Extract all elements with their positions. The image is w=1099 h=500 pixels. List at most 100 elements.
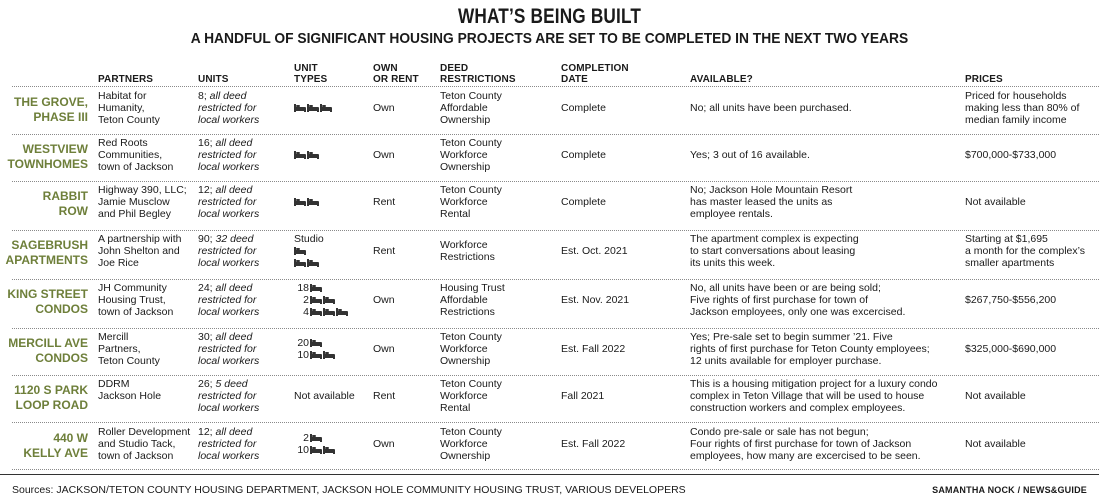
unit-types-cell: 20 10	[294, 337, 336, 361]
project-name-line: CONDOS	[35, 302, 88, 316]
project-name-line: 1120 S PARK	[14, 383, 88, 397]
own-rent-cell: Own	[373, 149, 395, 161]
deed-restrictions-cell-line: Workforce	[440, 149, 488, 162]
deed-restrictions-cell-line: Teton County	[440, 378, 502, 390]
unit-types-cell	[294, 102, 333, 114]
header-unit-types: UNIT TYPES	[294, 63, 327, 85]
available-cell-line: No; all units have been purchased.	[690, 102, 852, 114]
bed-icon	[336, 308, 348, 317]
available-cell-line: employee rentals.	[690, 208, 773, 221]
partners-cell-line: Partners,	[98, 343, 141, 356]
bed-icon	[294, 247, 306, 256]
available-cell-line: No; Jackson Hole Mountain Resort	[690, 184, 853, 196]
partners-cell-line: town of Jackson	[98, 450, 174, 463]
available-cell-line: No, all units have been or are being sol…	[690, 282, 881, 294]
unit-types-cell: 2 10	[294, 432, 336, 456]
deed-restrictions-cell-line: Teton County	[440, 426, 502, 438]
available-cell: No; all units have been purchased.	[690, 102, 852, 114]
project-name-line: TOWNHOMES	[7, 157, 88, 171]
available-cell: Yes; Pre-sale set to begin summer ’21. F…	[690, 331, 930, 368]
project-name: THE GROVE, PHASE III	[0, 95, 88, 125]
partners-cell-line: Teton County	[98, 355, 160, 368]
deed-restrictions-cell-line: Teton County	[440, 331, 502, 343]
page-title: WHAT’S BEING BUILT	[457, 5, 642, 28]
project-name: SAGEBRUSH APARTMENTS	[0, 238, 88, 268]
own-rent-cell: Own	[373, 294, 395, 306]
project-name-line: RABBIT	[42, 189, 88, 203]
partners-cell-line: A partnership with	[98, 233, 182, 245]
row-divider	[12, 328, 1099, 329]
deed-restrictions-cell-line: Workforce	[440, 196, 488, 209]
sources-note: Sources: JACKSON/TETON COUNTY HOUSING DE…	[12, 484, 686, 496]
bed-icon	[323, 296, 335, 305]
unit-type-count: 2	[303, 294, 309, 306]
prices-cell: Not available	[965, 390, 1026, 402]
header-prices: PRICES	[965, 74, 1003, 85]
project-name-line: APARTMENTS	[5, 253, 88, 267]
table-row: RABBIT ROW Highway 390, LLC; Jamie Musclow a…	[0, 0, 1099, 220]
units-line: local workers	[198, 355, 260, 368]
units-cell: 16; all deed restricted for local workers	[198, 137, 259, 174]
units-line: restricted for	[198, 102, 257, 115]
units-cell: 26; 5 deed restricted for local workers	[198, 378, 259, 415]
partners-cell-line: Jamie Musclow	[98, 196, 170, 209]
available-cell-line: employees, how many are excercised to be…	[690, 450, 921, 463]
unit-type-line	[294, 196, 320, 208]
prices-cell-line: Priced for households	[965, 90, 1067, 102]
deed-restrictions-cell: Teton County Workforce Ownership	[440, 426, 502, 463]
project-name: KING STREET CONDOS	[0, 287, 88, 317]
project-name-line: PHASE III	[33, 110, 88, 124]
available-cell: No, all units have been or are being sol…	[690, 282, 905, 319]
header-deed-line1: DEED	[440, 63, 469, 74]
project-name-line: MERCILL AVE	[8, 336, 88, 350]
prices-cell-line: Not available	[965, 390, 1026, 402]
unit-type-line: 4	[294, 306, 349, 318]
available-cell-line: The apartment complex is expecting	[690, 233, 859, 245]
partners-cell-line: town of Jackson	[98, 161, 174, 174]
units-line: 90; 32 deed	[198, 233, 259, 245]
header-deed-restrictions: DEED RESTRICTIONS	[440, 63, 516, 85]
deed-restrictions-cell-line: Ownership	[440, 450, 491, 463]
deed-restrictions-cell: Housing Trust Affordable Restrictions	[440, 282, 505, 319]
deed-restrictions-cell-line: Restrictions	[440, 251, 495, 264]
unit-types-cell: Studio	[294, 233, 324, 269]
table-row: 440 W KELLY AVE Roller Development and Stud…	[0, 0, 1099, 462]
partners-cell-line: Joe Rice	[98, 257, 139, 270]
header-completion-line2: DATE	[561, 74, 588, 85]
units-line: local workers	[198, 450, 260, 463]
units-line: 30; all deed	[198, 331, 259, 343]
row-divider	[12, 230, 1099, 231]
available-cell-line: Yes; 3 out of 16 available.	[690, 149, 810, 161]
own-rent-cell: Rent	[373, 196, 396, 208]
units-count: 26;	[198, 378, 213, 390]
prices-cell-line: a month for the complex’s	[965, 245, 1086, 258]
partners-cell-line: DDRM	[98, 378, 130, 390]
header-available: AVAILABLE?	[690, 74, 753, 85]
own-rent-cell: Own	[373, 102, 395, 114]
unit-type-line	[294, 102, 333, 114]
completion-date-cell: Est. Fall 2022	[561, 438, 626, 450]
available-cell: Yes; 3 out of 16 available.	[690, 149, 810, 161]
units-line: 12; all deed	[198, 184, 259, 196]
available-cell-line: construction workers and complex employe…	[690, 402, 906, 415]
completion-date-cell: Fall 2021	[561, 390, 605, 402]
partners-cell: Habitat for Humanity, Teton County	[98, 90, 160, 127]
prices-cell-line: Starting at $1,695	[965, 233, 1048, 245]
completion-date-cell: Est. Fall 2022	[561, 343, 626, 355]
available-cell-line: its units this week.	[690, 257, 776, 270]
completion-date-cell: Complete	[561, 149, 606, 161]
units-restriction: all deed	[212, 184, 253, 196]
partners-cell: Highway 390, LLC; Jamie Musclow and Phil B…	[98, 184, 187, 221]
available-cell-line: to start conversations about leasing	[690, 245, 856, 258]
available-cell-line: Jackson employees, only one was excercis…	[690, 306, 906, 319]
available-cell: Condo pre-sale or sale has not begun; Fou…	[690, 426, 921, 463]
prices-cell-line: $325,000-$690,000	[965, 343, 1057, 355]
prices-cell: $325,000-$690,000	[965, 343, 1056, 355]
bed-icon	[310, 284, 322, 293]
completion-date-cell: Complete	[561, 196, 606, 208]
row-divider	[12, 469, 1099, 470]
units-count: 24;	[198, 282, 213, 294]
partners-cell-line: Red Roots	[98, 137, 148, 149]
prices-cell-line: $700,000-$733,000	[965, 149, 1057, 161]
partners-cell: Red Roots Communities, town of Jackson	[98, 137, 173, 174]
